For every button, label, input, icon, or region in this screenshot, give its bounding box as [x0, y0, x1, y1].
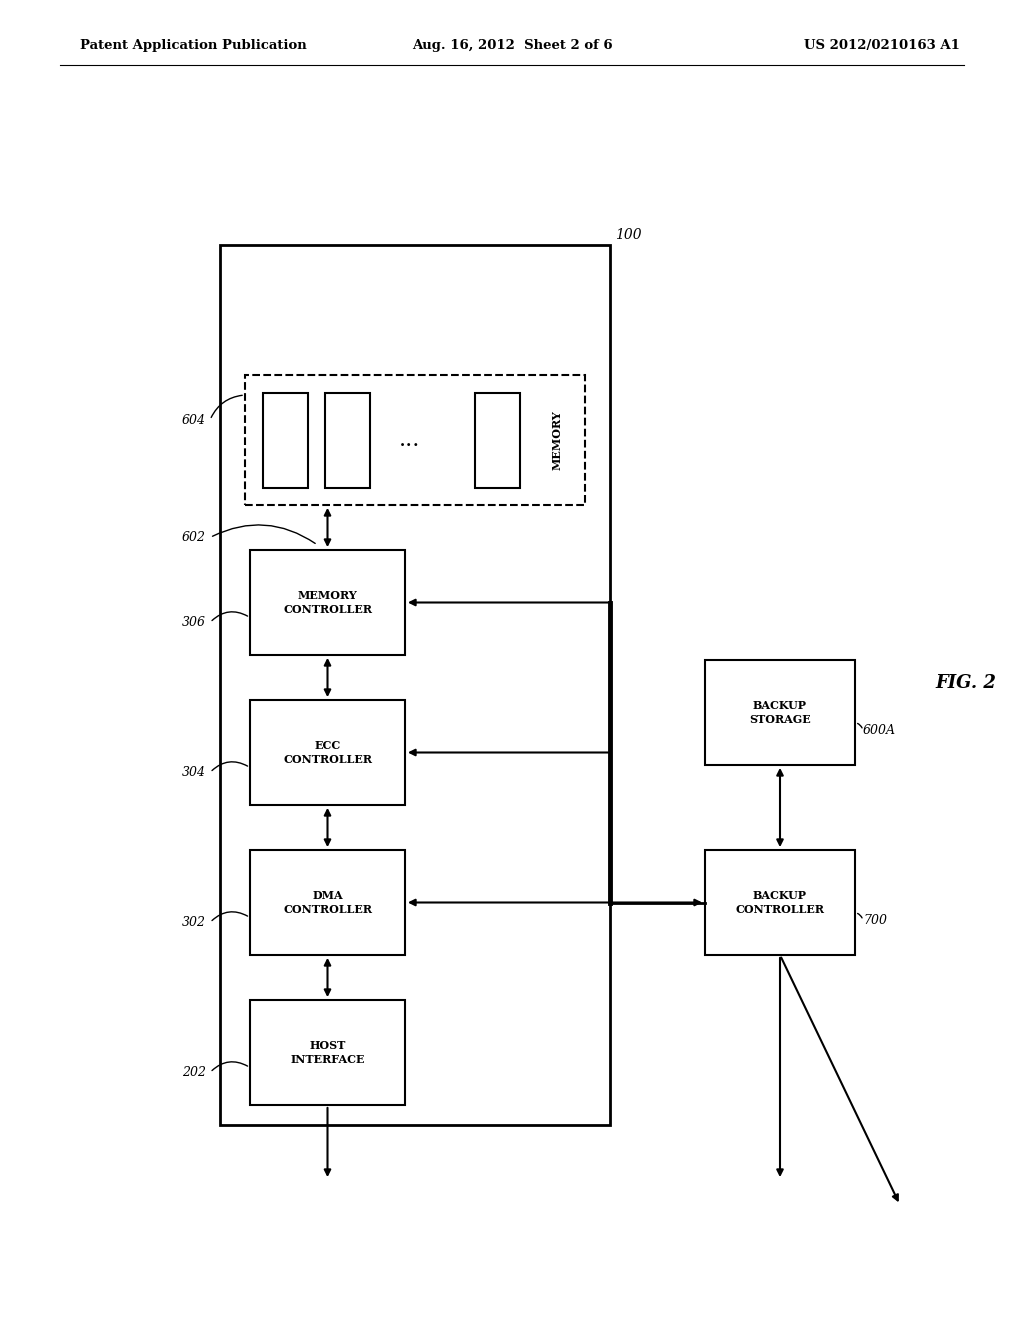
Text: MEMORY
CONTROLLER: MEMORY CONTROLLER	[283, 590, 372, 615]
Bar	[263, 392, 308, 487]
Text: BACKUP
CONTROLLER: BACKUP CONTROLLER	[735, 890, 824, 915]
Text: FIG. 2: FIG. 2	[935, 673, 996, 692]
Text: 100: 100	[615, 228, 642, 242]
Bar	[475, 392, 520, 487]
Text: DMA
CONTROLLER: DMA CONTROLLER	[283, 890, 372, 915]
Bar	[245, 375, 585, 506]
Bar	[250, 550, 406, 655]
Bar	[705, 850, 855, 954]
Text: Patent Application Publication: Patent Application Publication	[80, 38, 307, 51]
Bar	[250, 700, 406, 805]
Text: 604: 604	[182, 413, 206, 426]
Text: ECC
CONTROLLER: ECC CONTROLLER	[283, 739, 372, 766]
Text: 700: 700	[863, 913, 887, 927]
Text: 306: 306	[182, 616, 206, 630]
Text: US 2012/0210163 A1: US 2012/0210163 A1	[804, 38, 961, 51]
Text: HOST
INTERFACE: HOST INTERFACE	[290, 1040, 365, 1065]
Text: 600A: 600A	[863, 723, 896, 737]
Bar	[250, 1001, 406, 1105]
Text: MEMORY: MEMORY	[552, 411, 562, 470]
Bar	[250, 850, 406, 954]
Text: 202: 202	[182, 1067, 206, 1078]
Bar	[220, 246, 610, 1125]
Text: 304: 304	[182, 766, 206, 779]
Bar	[705, 660, 855, 766]
Bar	[325, 392, 370, 487]
Text: 602: 602	[182, 531, 206, 544]
Text: 302: 302	[182, 916, 206, 929]
Text: BACKUP
STORAGE: BACKUP STORAGE	[750, 700, 811, 725]
Text: ...: ...	[399, 429, 421, 451]
Text: Aug. 16, 2012  Sheet 2 of 6: Aug. 16, 2012 Sheet 2 of 6	[412, 38, 612, 51]
